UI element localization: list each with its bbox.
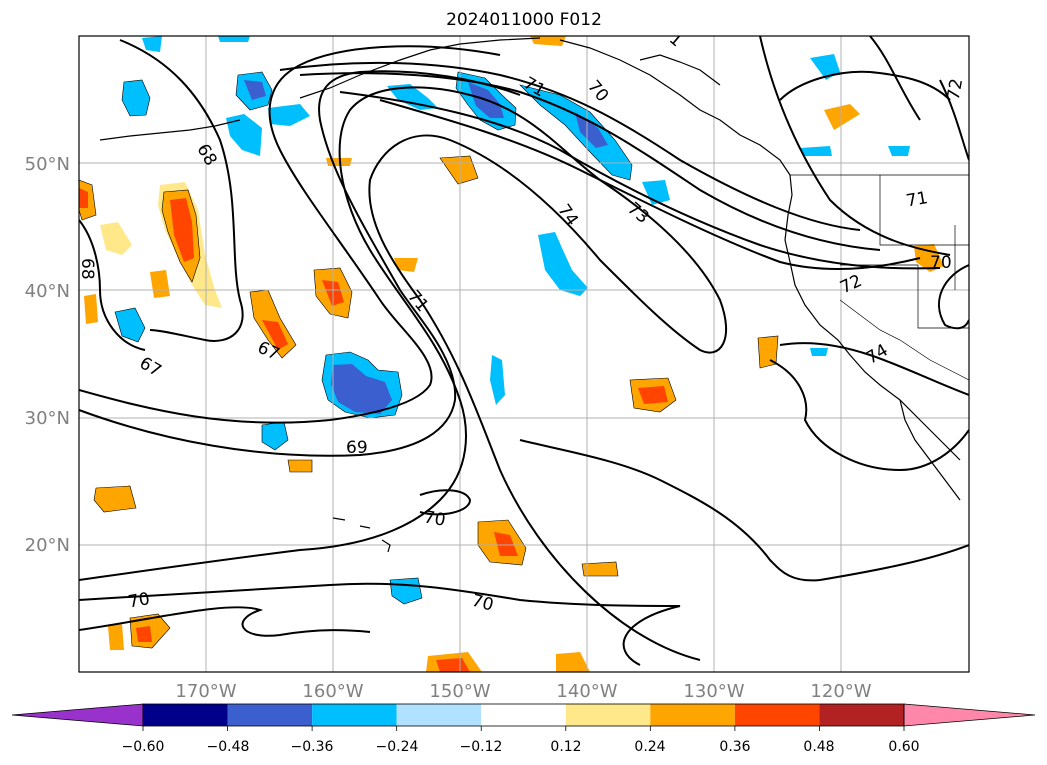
colorbar-tick-label: −0.12 <box>460 739 503 755</box>
contour-label: 71 <box>905 188 930 211</box>
colorbar-cell <box>396 704 482 726</box>
contour-label: 70 <box>422 507 447 530</box>
map-frame <box>78 35 970 673</box>
lon-label-140w: 140°W <box>556 681 617 702</box>
lat-label-30n: 30°N <box>25 408 70 429</box>
contour-label: 72 <box>944 77 967 102</box>
contour-label: 70 <box>127 589 152 612</box>
graticule-grid <box>79 36 969 672</box>
longitude-labels: 170°W 160°W 150°W 140°W 130°W 120°W <box>175 681 871 702</box>
lon-label-160w: 160°W <box>302 681 363 702</box>
colorbar-outline <box>142 703 905 727</box>
contour-label: 68 <box>77 258 97 280</box>
contour-label: 74 <box>553 201 582 230</box>
lon-label-170w: 170°W <box>175 681 236 702</box>
lon-label-150w: 150°W <box>429 681 490 702</box>
negative-anomaly-regions <box>114 36 910 605</box>
lat-label-20n: 20°N <box>25 535 70 556</box>
colorbar-cell <box>650 704 735 726</box>
colorbar-cell <box>819 704 904 726</box>
lon-label-120w: 120°W <box>810 681 871 702</box>
lat-label-40n: 40°N <box>25 281 70 302</box>
colorbar: −0.60 −0.48 −0.36 −0.24 −0.12 0.12 0.24 … <box>11 703 1036 755</box>
contour-label: 70 <box>583 77 612 106</box>
political-borders <box>790 174 969 381</box>
height-contours <box>79 36 969 666</box>
shaded-anomaly-fields <box>79 36 944 672</box>
colorbar-extend-max <box>903 703 1036 727</box>
colorbar-extend-min <box>11 703 144 727</box>
lon-label-130w: 130°W <box>683 681 744 702</box>
contour-label: 67 <box>136 353 165 381</box>
contour-label: 68 <box>192 141 220 170</box>
latitude-labels: 50°N 40°N 30°N 20°N <box>25 154 70 556</box>
contour-label: 69 <box>346 438 368 458</box>
contour-label: 70 <box>469 591 495 616</box>
colorbar-cell <box>481 704 566 726</box>
contour-label: 70 <box>930 253 952 273</box>
colorbar-tick-label: 0.60 <box>888 739 919 755</box>
colorbar-cell <box>734 704 820 726</box>
colorbar-cell <box>312 704 397 726</box>
coastlines <box>99 37 961 553</box>
colorbar-tick-label: −0.36 <box>291 739 334 755</box>
colorbar-tick-label: −0.24 <box>376 739 419 755</box>
colorbar-cells <box>11 703 1036 731</box>
colorbar-cell <box>143 704 228 726</box>
colorbar-tick-label: 0.48 <box>803 739 834 755</box>
lat-label-50n: 50°N <box>25 154 70 175</box>
colorbar-tick-labels: −0.60 −0.48 −0.36 −0.24 −0.12 0.12 0.24 … <box>122 739 920 755</box>
map-title: 2024011000 F012 <box>446 10 602 30</box>
contour-label: 74 <box>863 340 892 368</box>
colorbar-tick-label: −0.60 <box>122 739 165 755</box>
colorbar-cell <box>227 704 313 726</box>
colorbar-tick-label: 0.12 <box>550 739 581 755</box>
colorbar-tick-label: 0.24 <box>634 739 665 755</box>
colorbar-cell <box>565 704 651 726</box>
colorbar-tick-label: −0.48 <box>207 739 250 755</box>
colorbar-tick-label: 0.36 <box>719 739 750 755</box>
